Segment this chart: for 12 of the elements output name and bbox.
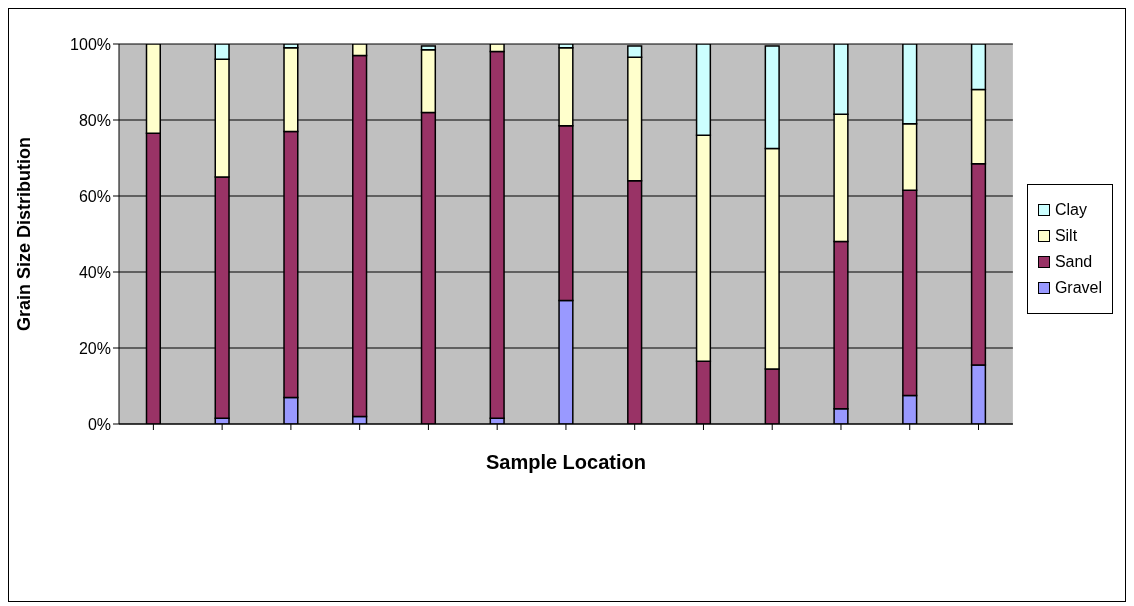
legend-label: Gravel	[1054, 279, 1102, 297]
y-axis-title: Grain Size Distribution	[14, 136, 35, 332]
legend-label: Sand	[1054, 253, 1093, 271]
y-tick-label: 100%	[70, 35, 111, 53]
legend-label: Clay	[1054, 201, 1087, 219]
y-tick-label: 20%	[78, 339, 111, 357]
legend-label: Silt	[1054, 227, 1078, 245]
y-tick-label: 80%	[78, 111, 111, 129]
y-tick-label: 40%	[78, 263, 111, 281]
y-tick-label: 0%	[87, 415, 111, 433]
x-axis-title: Sample Location	[485, 451, 646, 473]
y-tick-label: 60%	[78, 187, 111, 205]
